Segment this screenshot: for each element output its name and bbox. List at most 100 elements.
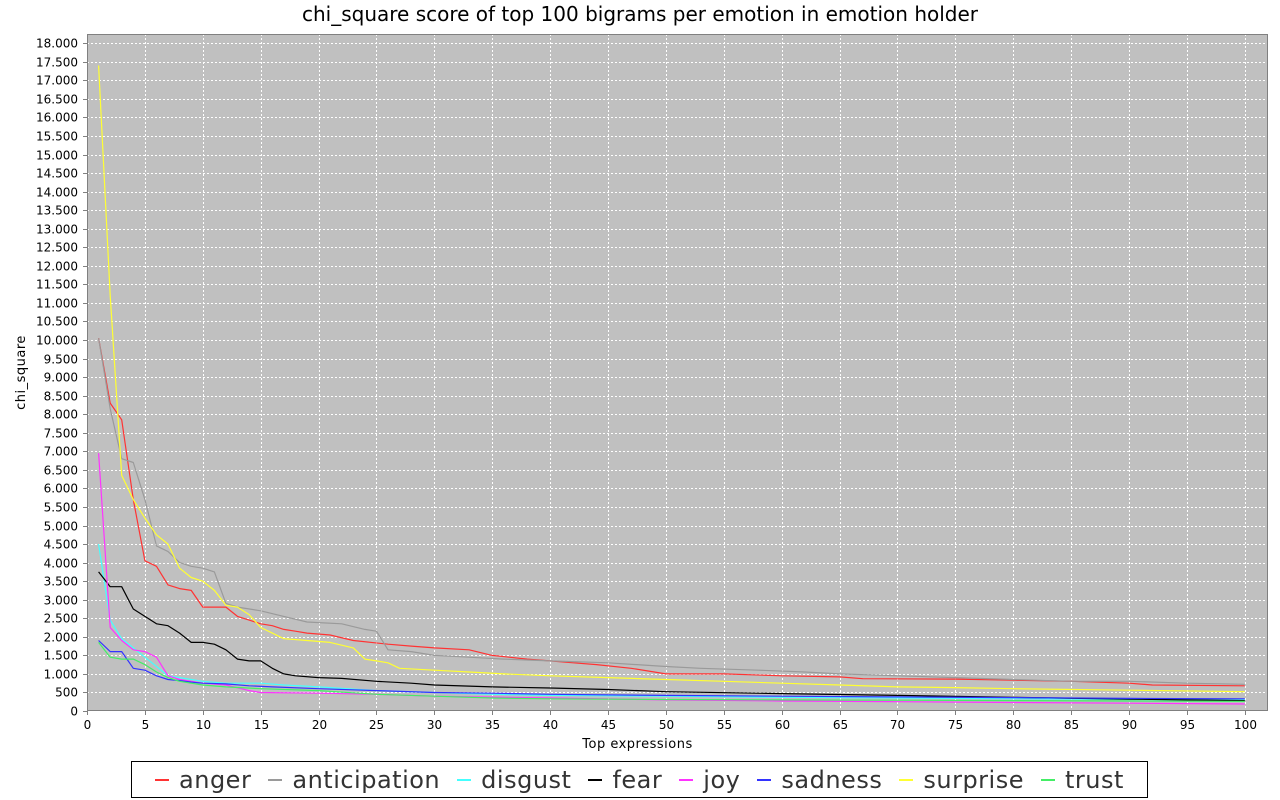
- y-tick-label: 1.500: [44, 649, 78, 663]
- y-tick-label: 8.500: [44, 390, 78, 404]
- series-line-surprise: [98, 65, 1245, 693]
- y-tick-label: 12.000: [36, 260, 78, 274]
- y-tick-label: 7.500: [44, 427, 78, 441]
- y-tick-label: 9.500: [44, 353, 78, 367]
- legend-swatch: [155, 778, 170, 781]
- grid: [87, 34, 1268, 712]
- y-tick-label: 9.000: [44, 371, 78, 385]
- y-tick-label: 18.000: [36, 37, 78, 51]
- legend: anger anticipation disgust fear joy sadness su…: [131, 761, 1148, 798]
- x-axis: 0 5 10 15 20 25 30 35 40 45 50 55 60 65 70 75 80 85 90 95 10…: [84, 711, 1257, 732]
- legend-label: anger: [179, 765, 252, 794]
- x-tick-label: 45: [601, 718, 616, 732]
- y-tick-label: 8.000: [44, 408, 78, 422]
- x-tick-label: 10: [196, 718, 211, 732]
- legend-label: anticipation: [292, 765, 441, 794]
- legend-item-sadness: sadness: [757, 766, 882, 794]
- x-axis-label: Top expressions: [581, 737, 692, 752]
- y-tick-label: 15.500: [36, 130, 78, 144]
- series-lines: [98, 65, 1245, 705]
- y-tick-label: 5.500: [44, 501, 78, 515]
- x-tick-label: 95: [1180, 718, 1195, 732]
- y-tick-label: 3.500: [44, 575, 78, 589]
- legend-item-joy: joy: [679, 766, 740, 794]
- x-tick-label: 30: [427, 718, 442, 732]
- y-tick-label: 16.500: [36, 93, 78, 107]
- legend-item-fear: fear: [588, 766, 662, 794]
- y-tick-label: 4.500: [44, 538, 78, 552]
- y-tick-label: 10.000: [36, 334, 78, 348]
- y-tick-label: 11.500: [36, 278, 78, 292]
- legend-swatch: [268, 778, 283, 781]
- legend-label: disgust: [481, 765, 572, 794]
- y-tick-label: 17.500: [36, 56, 78, 70]
- series-line-anticipation: [98, 338, 1245, 685]
- legend-swatch: [1041, 778, 1056, 781]
- legend-label: joy: [703, 765, 741, 794]
- x-tick-label: 80: [1006, 718, 1021, 732]
- y-tick-label: 6.500: [44, 464, 78, 478]
- series-line-anger: [98, 338, 1245, 687]
- x-tick-label: 20: [312, 718, 327, 732]
- y-tick-label: 13.500: [36, 204, 78, 218]
- legend-label: fear: [612, 765, 663, 794]
- y-tick-label: 0: [70, 705, 78, 719]
- x-tick-label: 35: [485, 718, 500, 732]
- y-tick-label: 5.000: [44, 520, 78, 534]
- y-tick-label: 10.500: [36, 315, 78, 329]
- x-tick-label: 5: [142, 718, 150, 732]
- legend-swatch: [757, 778, 772, 781]
- x-tick-label: 70: [890, 718, 905, 732]
- x-tick-label: 50: [659, 718, 674, 732]
- y-tick-label: 16.000: [36, 111, 78, 125]
- y-tick-label: 11.000: [36, 297, 78, 311]
- y-tick-label: 2.000: [44, 631, 78, 645]
- x-tick-label: 25: [369, 718, 384, 732]
- legend-label: sadness: [781, 765, 883, 794]
- legend-item-anticipation: anticipation: [268, 766, 440, 794]
- legend-swatch: [457, 778, 472, 781]
- series-line-joy: [98, 453, 1245, 705]
- x-tick-label: 100: [1234, 718, 1257, 732]
- plot-border: [87, 34, 1268, 711]
- plot-area: [87, 34, 1268, 711]
- y-tick-label: 14.000: [36, 186, 78, 200]
- x-tick-label: 40: [543, 718, 558, 732]
- x-tick-label: 55: [717, 718, 732, 732]
- y-axis: 0 500 1.000 1.500 2.000 2.500 3.000 3.500 4.000 4…: [36, 37, 87, 719]
- x-tick-label: 15: [254, 718, 269, 732]
- x-tick-label: 60: [775, 718, 790, 732]
- y-tick-label: 4.000: [44, 557, 78, 571]
- y-tick-label: 6.000: [44, 482, 78, 496]
- x-tick-label: 85: [1064, 718, 1079, 732]
- y-tick-label: 17.000: [36, 74, 78, 88]
- chart-title: chi_square score of top 100 bigrams per …: [301, 2, 979, 26]
- legend-item-disgust: disgust: [457, 766, 571, 794]
- legend-label: trust: [1065, 765, 1124, 794]
- series-line-sadness: [98, 640, 1245, 700]
- y-axis-label: chi_square: [14, 335, 29, 410]
- series-line-trust: [98, 642, 1245, 703]
- chart: 05001.0001.5002.0002.5003.0003.5004.0004…: [14, 34, 1268, 752]
- series-line-fear: [98, 571, 1245, 702]
- legend-swatch: [679, 778, 694, 781]
- y-tick-label: 2.500: [44, 612, 78, 626]
- y-tick-label: 12.500: [36, 241, 78, 255]
- legend-item-trust: trust: [1041, 766, 1124, 794]
- y-tick-label: 500: [55, 686, 78, 700]
- x-tick-label: 0: [84, 718, 92, 732]
- legend-swatch: [899, 778, 914, 781]
- x-tick-label: 90: [1122, 718, 1137, 732]
- y-tick-label: 14.500: [36, 167, 78, 181]
- legend-label: surprise: [923, 765, 1024, 794]
- legend-swatch: [588, 778, 603, 781]
- x-tick-label: 65: [833, 718, 848, 732]
- y-tick-label: 3.000: [44, 594, 78, 608]
- series-line-disgust: [98, 544, 1245, 701]
- y-tick-label: 15.000: [36, 149, 78, 163]
- y-tick-label: 1.000: [44, 668, 78, 682]
- legend-item-surprise: surprise: [899, 766, 1024, 794]
- y-tick-label: 13.000: [36, 223, 78, 237]
- x-tick-label: 75: [948, 718, 963, 732]
- legend-item-anger: anger: [155, 766, 251, 794]
